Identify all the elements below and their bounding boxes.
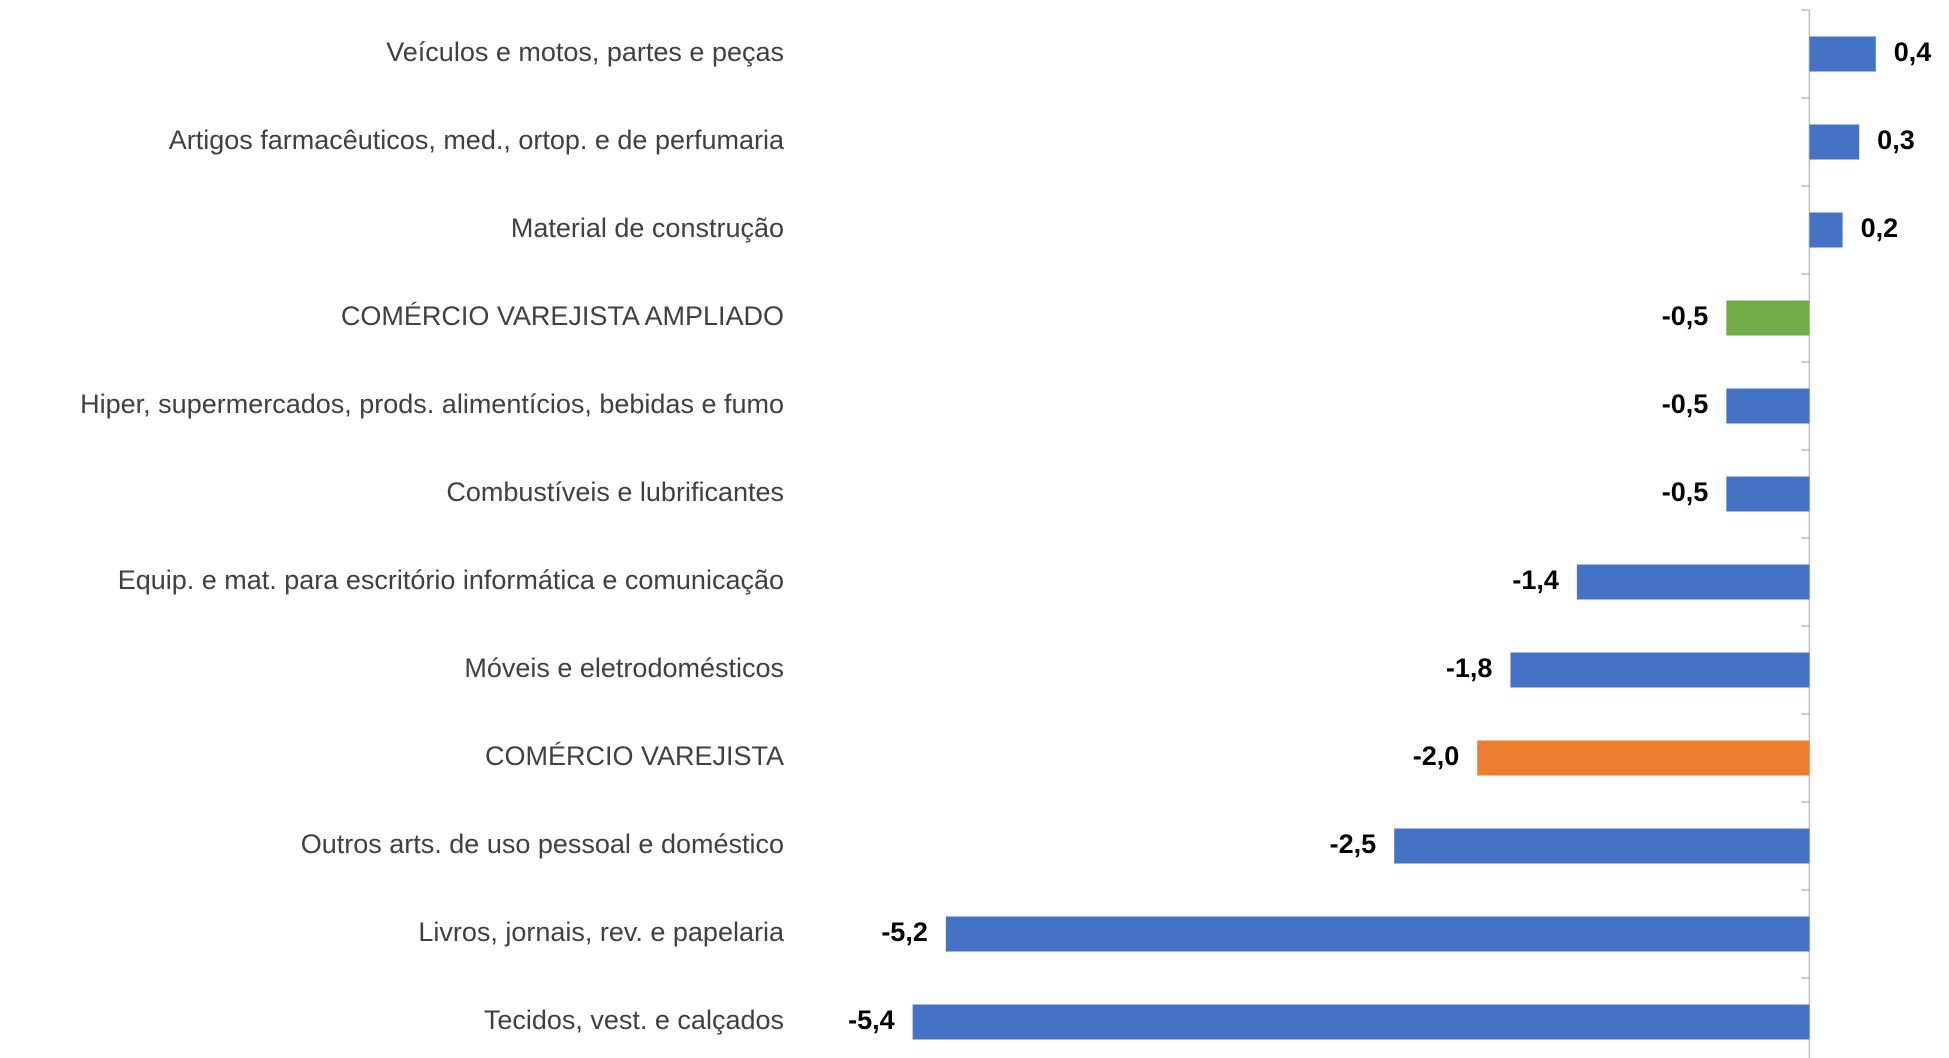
bar — [1477, 740, 1810, 776]
value-label: -0,5 — [1662, 477, 1709, 507]
category-label: Veículos e motos, partes e peças — [386, 37, 784, 67]
category-label: Hiper, supermercados, prods. alimentício… — [80, 389, 784, 419]
bar — [1510, 652, 1810, 688]
bar — [1809, 124, 1860, 160]
category-label: Tecidos, vest. e calçados — [484, 1005, 784, 1035]
value-label: -0,5 — [1662, 301, 1709, 331]
bar — [1394, 828, 1810, 864]
value-label: -1,8 — [1446, 653, 1493, 683]
category-label: COMÉRCIO VAREJISTA AMPLIADO — [341, 301, 784, 331]
value-label: -5,4 — [848, 1005, 895, 1035]
value-label: -2,5 — [1330, 829, 1377, 859]
category-label: Combustíveis e lubrificantes — [446, 477, 784, 507]
value-label: 0,4 — [1894, 37, 1932, 67]
value-label: -1,4 — [1512, 565, 1559, 595]
category-label: Outros arts. de uso pessoal e doméstico — [301, 829, 784, 859]
value-label: -0,5 — [1662, 389, 1709, 419]
value-label: 0,3 — [1877, 125, 1915, 155]
bar — [912, 1004, 1810, 1040]
category-label: Livros, jornais, rev. e papelaria — [418, 917, 785, 947]
category-label: COMÉRCIO VAREJISTA — [485, 741, 784, 771]
value-label: -5,2 — [881, 917, 928, 947]
bar — [1576, 564, 1810, 600]
bar — [945, 916, 1810, 952]
bar — [1726, 388, 1810, 424]
category-label: Artigos farmacêuticos, med., ortop. e de… — [169, 125, 785, 155]
bar — [1809, 212, 1843, 248]
bar — [1809, 36, 1876, 72]
bar — [1726, 476, 1810, 512]
category-label: Material de construção — [511, 213, 784, 243]
category-label: Equip. e mat. para escritório informátic… — [118, 565, 784, 595]
bar — [1726, 300, 1810, 336]
value-label: 0,2 — [1861, 213, 1899, 243]
category-label: Móveis e eletrodomésticos — [464, 653, 784, 683]
value-label: -2,0 — [1413, 741, 1460, 771]
